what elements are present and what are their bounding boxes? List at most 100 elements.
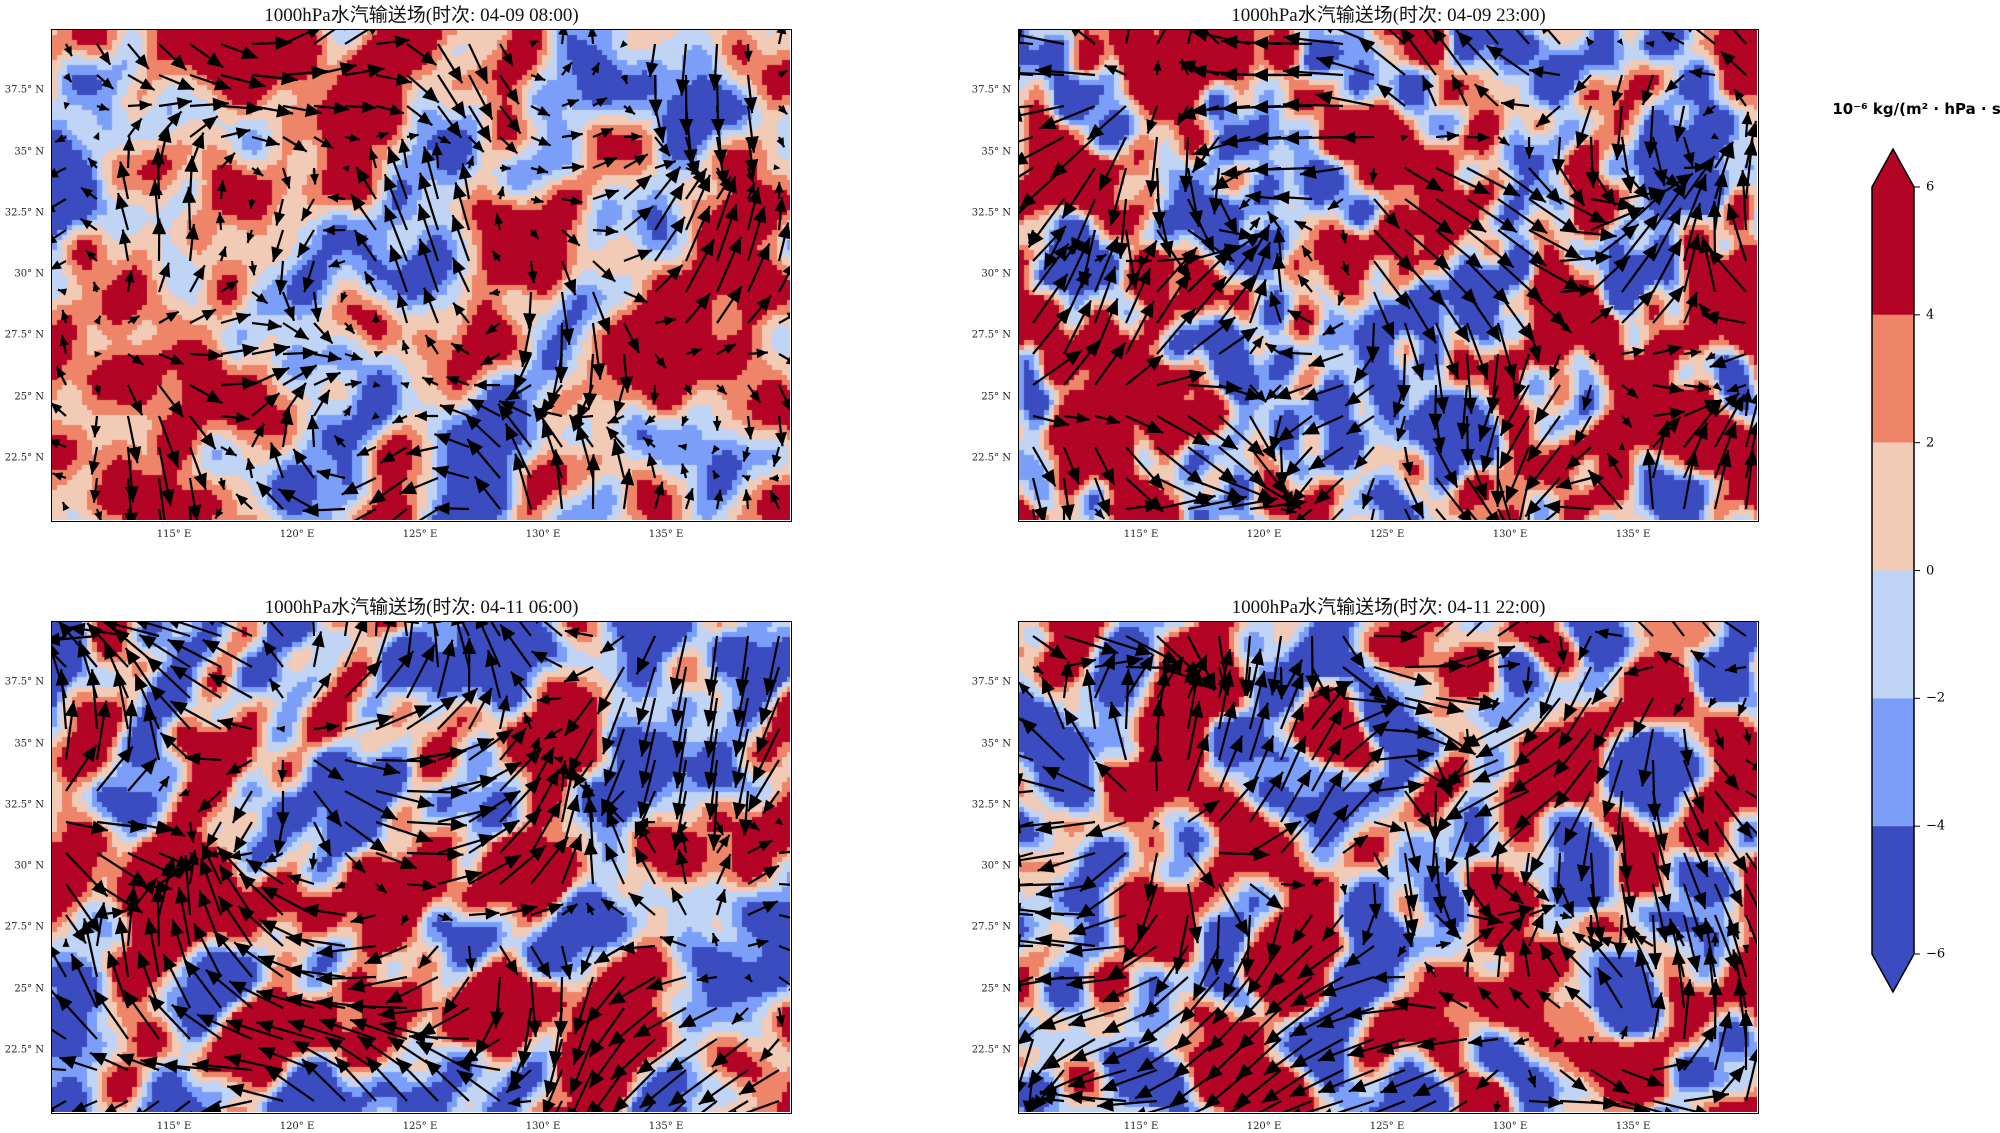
wind-arrow: [1068, 1006, 1127, 1028]
x-tick-label: 120° E: [1246, 1121, 1282, 1132]
wind-arrow: [238, 872, 284, 916]
wind-arrow: [747, 839, 773, 854]
wind-arrow: [1744, 1048, 1757, 1102]
x-tick-label: 115° E: [1123, 1121, 1159, 1132]
wind-arrow: [1509, 986, 1530, 1009]
wind-arrow: [282, 382, 307, 417]
wind-arrow: [1020, 717, 1065, 761]
wind-arrow: [1553, 728, 1592, 777]
wind-arrow: [1497, 914, 1526, 947]
wind-arrow: [1269, 291, 1283, 324]
wind-arrow: [742, 446, 751, 462]
wind-arrow: [1019, 167, 1034, 178]
wind-arrow: [747, 294, 773, 324]
wind-arrow: [169, 622, 222, 638]
wind-arrow: [1558, 883, 1575, 918]
wind-arrow: [375, 104, 405, 116]
wind-arrow: [1664, 74, 1685, 93]
wind-arrow: [140, 1056, 191, 1072]
wind-arrow: [158, 110, 183, 138]
wind-arrow: [434, 502, 470, 515]
wind-arrow: [1153, 60, 1162, 76]
wind-arrow: [560, 833, 583, 885]
wind-arrow: [638, 728, 657, 788]
wind-arrow: [561, 130, 583, 141]
wind-arrow: [1240, 914, 1255, 975]
wind-arrow: [1559, 322, 1573, 334]
wind-arrow: [116, 161, 131, 200]
wind-arrow: [518, 622, 532, 637]
wind-arrow: [85, 249, 98, 262]
wind-arrow: [1472, 758, 1530, 783]
wind-arrow: [558, 30, 569, 45]
wind-arrow: [63, 73, 73, 83]
wind-arrow: [1108, 167, 1128, 227]
wind-arrow: [668, 1069, 718, 1107]
wind-arrow: [1468, 1035, 1499, 1048]
wind-arrow: [619, 353, 634, 393]
wind-arrow: [409, 1030, 470, 1045]
wind-arrow: [1539, 666, 1562, 719]
wind-arrow: [1342, 666, 1387, 701]
colorbar-bin-3: [1872, 442, 1914, 571]
wind-arrow: [776, 30, 787, 45]
wind-arrow: [126, 415, 142, 464]
wind-arrow: [715, 888, 727, 916]
wind-arrow: [530, 135, 552, 147]
wind-arrow: [184, 959, 222, 1009]
wind-arrow: [1348, 1068, 1406, 1093]
wind-arrow: [499, 623, 532, 668]
y-tick-label: 32.5° N: [971, 799, 1011, 811]
wind-arrow: [436, 639, 456, 699]
wind-arrow: [1340, 131, 1375, 144]
wind-arrow: [1311, 804, 1349, 854]
wind-arrow: [1445, 821, 1469, 876]
wind-arrow: [1559, 284, 1595, 297]
wind-arrow: [654, 166, 682, 200]
wind-arrow: [406, 879, 437, 892]
wind-arrow: [418, 238, 440, 293]
y-tick-label: 22.5° N: [971, 1044, 1011, 1056]
wind-arrow: [465, 945, 476, 972]
wind-arrow: [1019, 1038, 1035, 1093]
wind-arrow: [1652, 238, 1683, 293]
wind-arrow: [774, 197, 787, 231]
wind-arrow: [1317, 1037, 1375, 1062]
wind-arrow: [225, 759, 253, 776]
wind-arrow: [1719, 50, 1747, 76]
wind-vector-layer: [1019, 30, 1757, 520]
wind-arrow: [1093, 266, 1117, 324]
wind-arrow: [1125, 414, 1164, 435]
wind-arrow: [747, 384, 762, 404]
wind-arrow: [1713, 170, 1728, 231]
wind-arrow: [1744, 421, 1757, 479]
wind-arrow: [1031, 508, 1036, 520]
wind-arrow: [1443, 758, 1499, 784]
wind-arrow: [127, 117, 143, 138]
wind-arrow: [1682, 136, 1695, 167]
wind-arrow: [1626, 922, 1654, 978]
wind-arrow: [1066, 1090, 1127, 1105]
wind-arrow: [759, 666, 781, 725]
wind-arrow: [1019, 851, 1034, 858]
wind-arrow: [1402, 914, 1415, 948]
wind-arrow: [1041, 676, 1066, 730]
wind-arrow: [491, 250, 502, 262]
wind-arrow: [1082, 669, 1097, 730]
wind-arrow: [585, 902, 596, 916]
wind-arrow: [1353, 353, 1375, 384]
wind-arrow: [1317, 1068, 1375, 1094]
wind-arrow: [391, 508, 408, 520]
wind-arrow: [1156, 272, 1191, 324]
wind-arrow: [1702, 105, 1716, 117]
wind-arrow: [759, 1038, 780, 1062]
wind-arrow: [732, 697, 750, 757]
wind-arrow: [1588, 352, 1598, 363]
wind-arrow: [344, 351, 363, 361]
wind-arrow: [1544, 508, 1561, 520]
wind-arrow: [450, 342, 470, 355]
wind-arrow: [158, 821, 186, 838]
wind-arrow: [245, 858, 284, 885]
wind-arrow: [1125, 500, 1161, 513]
wind-arrow: [1279, 672, 1304, 730]
